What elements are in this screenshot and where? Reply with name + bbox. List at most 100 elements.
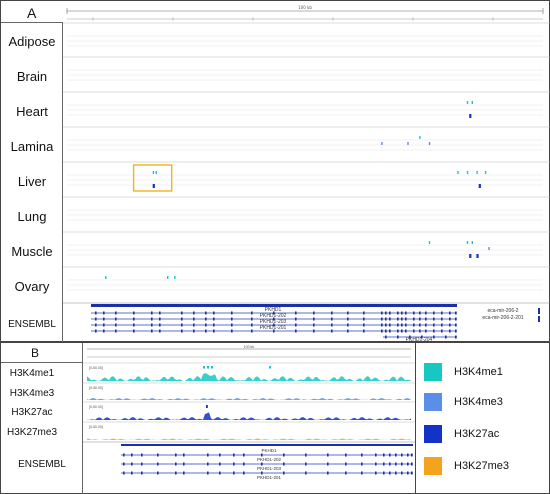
legend-label-h3k27ac: H3K27ac bbox=[454, 428, 500, 440]
legend-label-h3k4me1: H3K4me1 bbox=[454, 366, 503, 378]
legend-swatch-h3k4me1 bbox=[424, 363, 442, 381]
panel-a-peak-marks bbox=[105, 101, 490, 279]
b-peak-h3k4me1-2 bbox=[211, 366, 213, 369]
panel-a-track-labels: A Adipose Brain Heart Lamina Liver Lung … bbox=[1, 1, 63, 343]
ensembl-a-transcript-3: PKHD1-201 bbox=[260, 325, 287, 331]
panel-a-letter: A bbox=[27, 5, 37, 21]
peak-mark-liver-3 bbox=[466, 171, 469, 174]
peak-mark-muscle-5 bbox=[476, 254, 479, 258]
panel-b-ensembl-label: ENSEMBL bbox=[18, 459, 66, 470]
ensembl-b-transcript-2: PKHD1-203 bbox=[257, 466, 282, 471]
ensembl-a-transcript-0: PKHD1 bbox=[265, 307, 282, 313]
peak-mark-ovary-2 bbox=[174, 276, 176, 279]
peak-mark-liver-7 bbox=[152, 184, 155, 188]
panel-b: B H3K4me1 H3K4me3 H3K27ac H3K27me3 ENSEM… bbox=[0, 342, 550, 494]
scale-h3k4me1: [0-50.00] bbox=[89, 366, 103, 370]
peak-mark-liver-2 bbox=[457, 171, 459, 174]
b-track-label-h3k4me1: H3K4me1 bbox=[9, 368, 55, 379]
ensembl-b-transcript-3: PKHD1-201 bbox=[257, 475, 282, 480]
ensembl-a-transcript-2: PKHD1-203 bbox=[260, 319, 287, 325]
signal-h3k27ac bbox=[87, 412, 411, 420]
scale-h3k27me3: [0-50.00] bbox=[89, 425, 103, 429]
peak-mark-lamina-1 bbox=[381, 142, 383, 145]
legend-swatch-h3k27ac bbox=[424, 425, 442, 443]
peak-mark-muscle-0 bbox=[428, 241, 431, 244]
peak-mark-liver-5 bbox=[484, 171, 487, 174]
b-track-label-h3k27me3: H3K27me3 bbox=[6, 427, 58, 438]
ensembl-b-transcript-0: PKHD1 bbox=[261, 448, 277, 453]
legend-swatch-h3k4me3 bbox=[424, 393, 442, 411]
b-peak-h3k4me1-3 bbox=[269, 366, 271, 369]
ensembl-a-transcript-4: PKHD1-204 bbox=[406, 337, 433, 343]
panel-b-header-cell: B bbox=[1, 343, 83, 363]
panel-a-ensembl-label: ENSEMBL bbox=[8, 319, 56, 330]
b-peak-h3k27ac-0 bbox=[206, 405, 208, 408]
peak-mark-heart-2 bbox=[469, 114, 472, 118]
legend-item-h3k4me1: H3K4me1 bbox=[424, 363, 548, 383]
track-label-lung: Lung bbox=[17, 209, 47, 224]
panel-b-ruler: 100 kb bbox=[87, 345, 411, 358]
peak-mark-liver-4 bbox=[476, 171, 478, 174]
panel-b-ensembl-track: PKHD1 PKHD1-202 PKHD1-203 PKHD1-201 bbox=[121, 444, 413, 480]
legend: H3K4me1 H3K4me3 H3K27ac H3K27me3 bbox=[415, 343, 550, 494]
panel-a-header-cell: A bbox=[1, 1, 63, 23]
legend-swatch-h3k27me3 bbox=[424, 457, 442, 475]
track-label-adipose: Adipose bbox=[8, 34, 56, 49]
liver-highlight-box bbox=[132, 164, 173, 192]
peak-mark-lamina-3 bbox=[428, 142, 431, 145]
b-peak-h3k4me1-1 bbox=[207, 366, 209, 369]
track-label-lamina: Lamina bbox=[10, 139, 54, 154]
ensembl-a-transcript-1: PKHD1-202 bbox=[260, 313, 287, 319]
ensembl-b-transcript-1: PKHD1-202 bbox=[257, 457, 282, 462]
legend-label-h3k27me3: H3K27me3 bbox=[454, 460, 510, 472]
signal-h3k4me1 bbox=[87, 373, 411, 381]
panel-b-scale-label: 100 kb bbox=[244, 345, 255, 349]
mirna-label-1: eca-mir-206-2-201 bbox=[482, 315, 523, 321]
peak-mark-liver-1 bbox=[155, 171, 157, 174]
panel-a-scale-label: 100 kb bbox=[298, 5, 312, 10]
panel-b-genome-browser: 100 kb [0-50.00][0-50.00][0-50.00][0-50.… bbox=[83, 345, 415, 480]
panel-a-ruler: 100 kb bbox=[66, 5, 544, 21]
peak-mark-heart-0 bbox=[466, 101, 469, 104]
peak-mark-lamina-0 bbox=[419, 136, 421, 139]
track-label-brain: Brain bbox=[16, 69, 48, 84]
panel-a: A Adipose Brain Heart Lamina Liver Lung … bbox=[0, 0, 550, 343]
peak-mark-ovary-0 bbox=[105, 276, 107, 279]
panel-b-track-labels: B H3K4me1 H3K4me3 H3K27ac H3K27me3 ENSEM… bbox=[1, 343, 83, 494]
panel-a-genome-browser: 100 kb bbox=[63, 5, 550, 343]
peak-mark-muscle-2 bbox=[471, 241, 473, 244]
peak-mark-muscle-1 bbox=[466, 241, 469, 244]
signal-h3k4me3 bbox=[87, 398, 411, 400]
peak-mark-ovary-1 bbox=[167, 276, 169, 279]
scale-h3k27ac: [0-50.00] bbox=[89, 405, 103, 409]
peak-mark-muscle-3 bbox=[488, 247, 490, 250]
panel-b-track-scales: [0-50.00] [0-50.00] [0-50.00] [0-50.00] bbox=[89, 366, 103, 429]
signal-h3k27me3 bbox=[87, 438, 411, 440]
peak-mark-lamina-2 bbox=[407, 142, 409, 145]
track-label-ovary: Ovary bbox=[14, 279, 50, 294]
track-label-liver: Liver bbox=[17, 174, 47, 189]
peak-mark-muscle-4 bbox=[469, 254, 472, 258]
b-track-label-h3k4me3: H3K4me3 bbox=[9, 388, 55, 399]
panel-a-ensembl-track: PKHD1 PKHD1-202 PKHD1-203 PKHD1-201 PKHD… bbox=[91, 304, 540, 343]
track-label-heart: Heart bbox=[16, 104, 48, 119]
peak-mark-liver-6 bbox=[478, 184, 481, 188]
panel-b-letter: B bbox=[31, 346, 40, 360]
track-label-muscle: Muscle bbox=[11, 244, 53, 259]
peak-mark-liver-0 bbox=[152, 171, 155, 174]
legend-item-h3k27me3: H3K27me3 bbox=[424, 457, 548, 477]
panel-a-track-separators bbox=[63, 22, 550, 304]
scale-h3k4me3: [0-50.00] bbox=[89, 386, 103, 390]
panel-a-sublines bbox=[67, 35, 543, 291]
mirna-label-0: eca-mir-206-2 bbox=[487, 308, 518, 314]
pkhd1-gene-bar bbox=[91, 304, 457, 307]
peak-mark-heart-1 bbox=[471, 101, 473, 104]
panel-b-track-separators bbox=[83, 362, 415, 443]
b-track-label-h3k27ac: H3K27ac bbox=[11, 407, 53, 418]
legend-item-h3k27ac: H3K27ac bbox=[424, 425, 548, 445]
legend-label-h3k4me3: H3K4me3 bbox=[454, 396, 503, 408]
panel-b-signal-tracks bbox=[87, 366, 411, 440]
legend-item-h3k4me3: H3K4me3 bbox=[424, 393, 548, 413]
b-peak-h3k4me1-0 bbox=[203, 366, 205, 369]
